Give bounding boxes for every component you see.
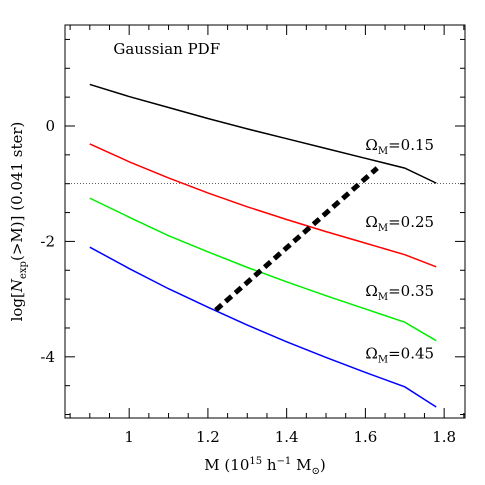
label-part: M (10 <box>204 456 249 474</box>
label-part: M <box>291 456 311 474</box>
x-tick-label: 1 <box>124 428 134 446</box>
label-symbol: Ω <box>365 213 377 231</box>
x-axis-label: M (1015 h−1 M⊙) <box>204 456 325 477</box>
x-tick-label: 1.8 <box>432 428 456 446</box>
label-sub: M <box>378 146 388 157</box>
y-tick-label: -4 <box>40 348 55 366</box>
label-sub: M <box>378 355 388 366</box>
label-sub: M <box>378 223 388 234</box>
dashed-segment <box>214 166 379 312</box>
series-line <box>89 83 437 184</box>
label-symbol: Ω <box>365 282 377 300</box>
series-line <box>89 143 437 268</box>
x-tick-label: 1.6 <box>353 428 377 446</box>
label-rest: =0.15 <box>388 136 434 154</box>
series-label: ΩM=0.45 <box>365 345 434 366</box>
label-part: N <box>8 278 26 293</box>
y-axis-label: log[Nexp(>M)] (0.041 ster) <box>8 122 29 322</box>
label-symbol: Ω <box>365 345 377 363</box>
label-part: h <box>262 456 277 474</box>
x-tick-label: 1.4 <box>275 428 299 446</box>
plot-frame <box>64 24 466 419</box>
series-line <box>89 197 437 342</box>
label-part: log[ <box>8 292 26 321</box>
series-label: ΩM=0.25 <box>365 213 434 234</box>
label-part: ⊙ <box>311 466 319 477</box>
label-rest: =0.35 <box>388 282 434 300</box>
label-symbol: Ω <box>365 136 377 154</box>
label-part: −1 <box>277 456 292 467</box>
label-sub: M <box>378 292 388 303</box>
label-part: 15 <box>249 456 262 467</box>
y-tick-label: 0 <box>45 117 55 135</box>
label-part: exp <box>18 261 29 279</box>
series-label: ΩM=0.35 <box>365 282 434 303</box>
chart-title: Gaussian PDF <box>113 40 220 58</box>
series-label: ΩM=0.15 <box>365 136 434 157</box>
label-rest: =0.45 <box>388 345 434 363</box>
label-part: ) <box>320 456 326 474</box>
x-tick-label: 1.2 <box>196 428 220 446</box>
label-rest: =0.25 <box>388 213 434 231</box>
label-part: (>M)] (0.041 ster) <box>8 122 26 261</box>
series-line <box>89 246 437 408</box>
y-tick-label: -2 <box>40 232 55 250</box>
